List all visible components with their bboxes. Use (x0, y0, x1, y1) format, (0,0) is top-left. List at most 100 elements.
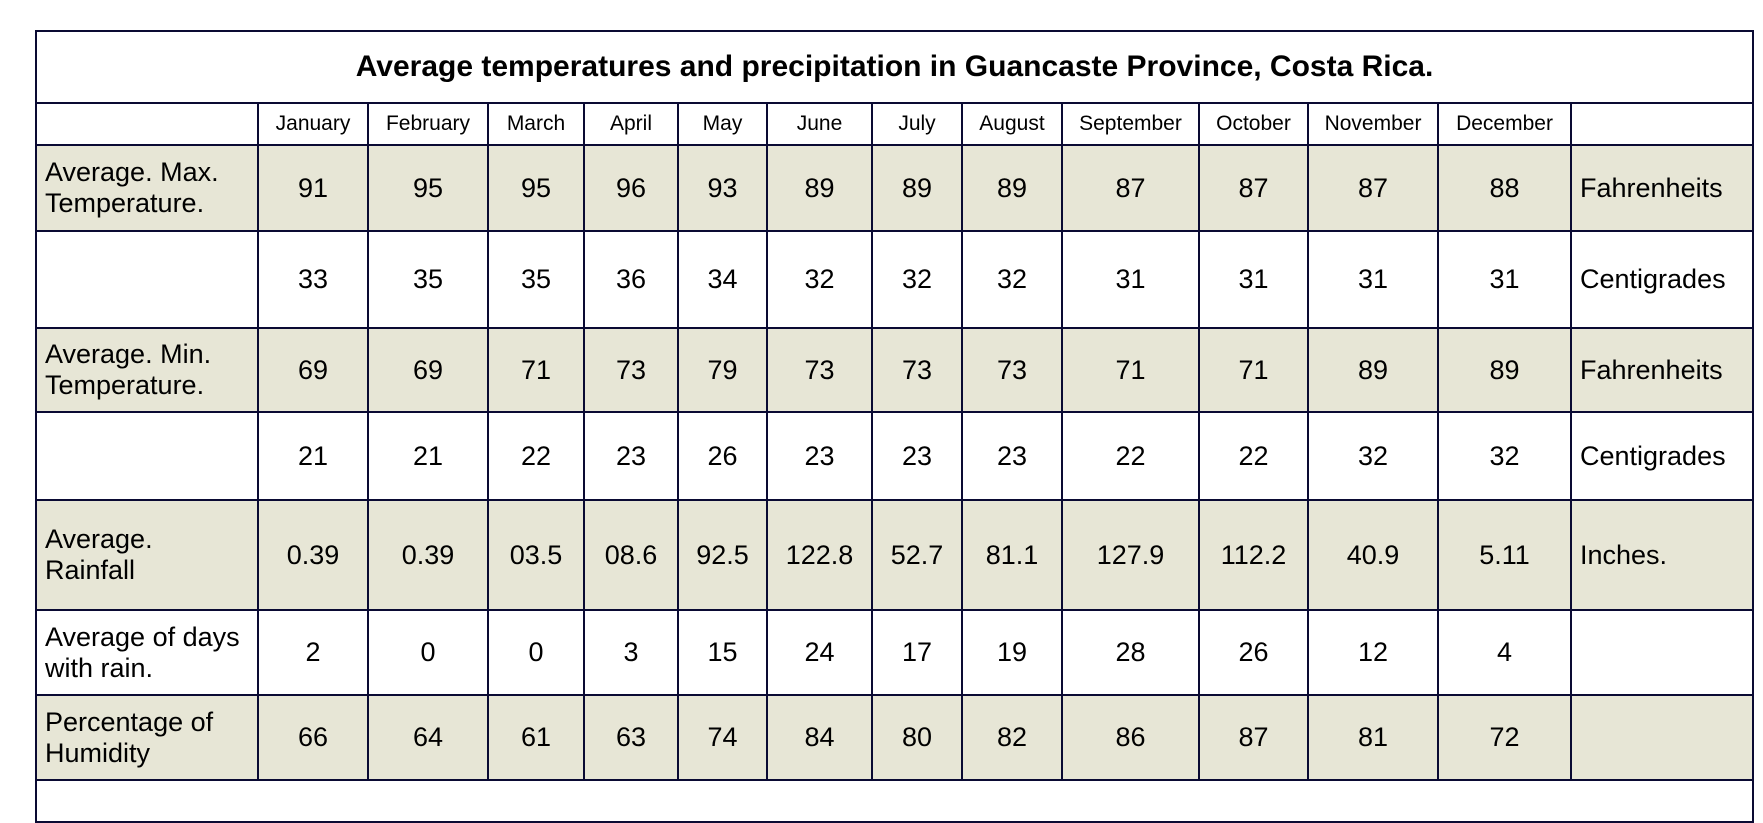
month-header: September (1061, 102, 1200, 146)
value-cell: 92.5 (677, 499, 768, 611)
row-label: Average. Min. Temperature. (35, 327, 259, 413)
climate-table: Average temperatures and precipitation i… (34, 30, 1755, 823)
month-header: January (257, 102, 369, 146)
value-cell: 69 (257, 327, 369, 413)
value-cell: 71 (1198, 327, 1309, 413)
value-cell: 21 (257, 411, 369, 501)
page: {"table": { "title": "Average temperatur… (34, 30, 1755, 823)
data-row: Average. Min. Temperature. 69 69 71 73 79 73 73… (35, 327, 1755, 413)
value-cell: 88 (1437, 144, 1572, 232)
value-cell: 95 (487, 144, 585, 232)
value-cell: 31 (1061, 230, 1200, 329)
value-cell: 89 (871, 144, 963, 232)
data-row: Average of days with rain. 2 0 0 3 15 24 17 19 28… (35, 609, 1755, 696)
value-cell: 35 (487, 230, 585, 329)
value-cell: 89 (961, 144, 1063, 232)
value-cell: 79 (677, 327, 768, 413)
header-row: January February March April May June July Augu… (35, 102, 1755, 146)
value-cell: 122.8 (766, 499, 873, 611)
value-cell: 19 (961, 609, 1063, 696)
value-cell: 15 (677, 609, 768, 696)
month-header: October (1198, 102, 1309, 146)
value-cell: 87 (1307, 144, 1439, 232)
unit-cell: Fahrenheits (1569, 327, 1755, 413)
value-cell: 23 (583, 411, 679, 501)
value-cell: 80 (871, 694, 963, 781)
value-cell: 34 (677, 230, 768, 329)
value-cell: 35 (367, 230, 489, 329)
value-cell: 24 (766, 609, 873, 696)
value-cell: 89 (1307, 327, 1439, 413)
row-label (35, 411, 259, 501)
unit-cell: Fahrenheits (1569, 144, 1755, 232)
value-cell: 91 (257, 144, 369, 232)
value-cell: 66 (257, 694, 369, 781)
month-header: August (961, 102, 1063, 146)
value-cell: 23 (871, 411, 963, 501)
value-cell: 40.9 (1307, 499, 1439, 611)
value-cell: 96 (583, 144, 679, 232)
value-cell: 73 (871, 327, 963, 413)
month-header: April (583, 102, 679, 146)
blank-row (34, 779, 1755, 823)
value-cell: 5.11 (1437, 499, 1572, 611)
value-cell: 61 (487, 694, 585, 781)
data-row: 33 35 35 36 34 32 32 32 31 31 31 31 Centigrades (35, 230, 1755, 329)
value-cell: 22 (1061, 411, 1200, 501)
unit-cell: Centigrades (1569, 230, 1755, 329)
row-label: Average. Max. Temperature. (35, 144, 259, 232)
value-cell: 0 (367, 609, 489, 696)
value-cell: 23 (766, 411, 873, 501)
value-cell: 82 (961, 694, 1063, 781)
value-cell: 0.39 (257, 499, 369, 611)
value-cell: 26 (1198, 609, 1309, 696)
value-cell: 71 (487, 327, 585, 413)
value-cell: 73 (766, 327, 873, 413)
value-cell: 21 (367, 411, 489, 501)
value-cell: 22 (487, 411, 585, 501)
table-title: Average temperatures and precipitation i… (34, 30, 1755, 104)
value-cell: 89 (766, 144, 873, 232)
month-header: March (487, 102, 585, 146)
row-label: Average. Rainfall (35, 499, 259, 611)
value-cell: 73 (583, 327, 679, 413)
value-cell: 74 (677, 694, 768, 781)
row-label (35, 230, 259, 329)
data-row: 21 21 22 23 26 23 23 23 22 22 32 32 Centigrades (35, 411, 1755, 501)
value-cell: 86 (1061, 694, 1200, 781)
month-header: November (1307, 102, 1439, 146)
value-cell: 4 (1437, 609, 1572, 696)
corner-cell (35, 102, 259, 146)
value-cell: 31 (1437, 230, 1572, 329)
value-cell: 36 (583, 230, 679, 329)
value-cell: 69 (367, 327, 489, 413)
month-header: December (1437, 102, 1572, 146)
blank-cell (34, 779, 1755, 823)
value-cell: 0 (487, 609, 585, 696)
value-cell: 73 (961, 327, 1063, 413)
value-cell: 28 (1061, 609, 1200, 696)
unit-cell: Centigrades (1569, 411, 1755, 501)
value-cell: 52.7 (871, 499, 963, 611)
value-cell: 71 (1061, 327, 1200, 413)
data-row: Percentage of Humidity 66 64 61 63 74 84 80 82 86… (35, 694, 1755, 781)
value-cell: 03.5 (487, 499, 585, 611)
value-cell: 17 (871, 609, 963, 696)
value-cell: 93 (677, 144, 768, 232)
unit-header (1569, 102, 1755, 146)
value-cell: 64 (367, 694, 489, 781)
unit-cell (1569, 694, 1755, 781)
value-cell: 89 (1437, 327, 1572, 413)
month-header: June (766, 102, 873, 146)
value-cell: 63 (583, 694, 679, 781)
month-header: May (677, 102, 768, 146)
month-header: February (367, 102, 489, 146)
value-cell: 81.1 (961, 499, 1063, 611)
value-cell: 112.2 (1198, 499, 1309, 611)
value-cell: 22 (1198, 411, 1309, 501)
value-cell: 23 (961, 411, 1063, 501)
value-cell: 84 (766, 694, 873, 781)
month-header: July (871, 102, 963, 146)
value-cell: 31 (1198, 230, 1309, 329)
value-cell: 32 (961, 230, 1063, 329)
